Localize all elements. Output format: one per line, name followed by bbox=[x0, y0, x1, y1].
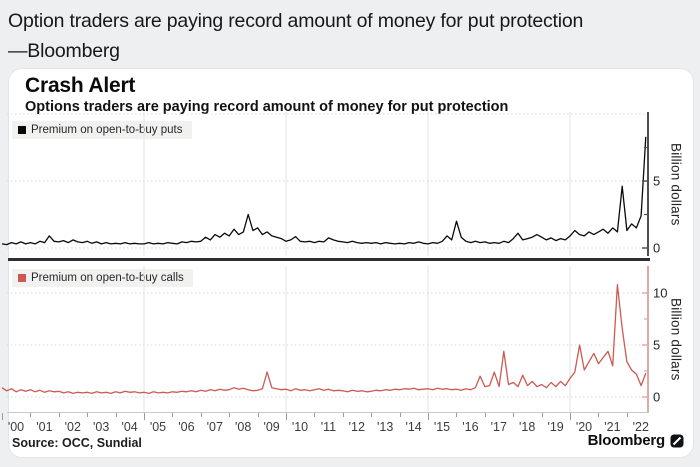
x-axis: '00 '01 '02 '03 '04 '05 '06 '07 '08 '09 '10 '11 '12 '… bbox=[0, 412, 700, 438]
x-tick bbox=[115, 413, 117, 417]
calls-ytick-label: 5 bbox=[653, 338, 660, 353]
headline-line1: Option traders are paying record amount … bbox=[8, 10, 584, 32]
x-tick bbox=[144, 413, 145, 420]
x-tick bbox=[286, 413, 287, 420]
puts-premium-chart: 05 bbox=[1, 112, 660, 256]
puts-y-axis-label: Billion dollars bbox=[668, 142, 684, 226]
puts-ytick-label: 0 bbox=[653, 241, 660, 256]
headline-line2: —Bloomberg bbox=[8, 40, 120, 63]
calls-line-series bbox=[1, 284, 647, 395]
bloomberg-terminal-logo-icon bbox=[670, 434, 684, 447]
x-tick-label: '01 bbox=[36, 420, 53, 434]
chart-subtitle: Options traders are paying record amount… bbox=[25, 99, 509, 115]
legend-puts-label: Premium on open-to-buy puts bbox=[31, 124, 183, 136]
x-tick bbox=[229, 413, 231, 417]
x-tick-label: '19 bbox=[547, 420, 564, 434]
x-tick-label: '20 bbox=[575, 420, 593, 434]
calls-ytick-label: 0 bbox=[653, 390, 660, 405]
x-tick-label: '18 bbox=[519, 420, 536, 434]
panel-divider bbox=[8, 258, 650, 261]
x-tick bbox=[626, 413, 628, 417]
calls-y-axis-label: Billion dollars bbox=[668, 297, 684, 381]
x-tick-label: '00 bbox=[7, 420, 25, 434]
x-tick-label: '21 bbox=[604, 420, 621, 434]
x-tick bbox=[513, 413, 515, 417]
x-tick-label: '06 bbox=[178, 420, 195, 434]
x-tick bbox=[314, 413, 316, 417]
calls-ytick-label: 10 bbox=[653, 286, 667, 301]
x-tick bbox=[456, 413, 458, 417]
x-tick-label: '14 bbox=[405, 420, 422, 434]
x-tick bbox=[399, 413, 401, 417]
x-tick-label: '15 bbox=[433, 420, 451, 434]
x-tick-label: '12 bbox=[348, 420, 365, 434]
page-headline: Option traders are paying record amount … bbox=[8, 6, 688, 66]
legend-calls: Premium on open-to-buy calls bbox=[12, 269, 193, 287]
x-tick-label: '10 bbox=[291, 420, 309, 434]
x-tick-label: '04 bbox=[121, 420, 138, 434]
x-tick bbox=[2, 413, 3, 420]
x-tick-label: '03 bbox=[93, 420, 110, 434]
x-tick bbox=[570, 413, 571, 420]
x-tick bbox=[87, 413, 89, 417]
x-tick-label: '09 bbox=[263, 420, 280, 434]
bloomberg-wordmark: Bloomberg bbox=[587, 432, 666, 449]
puts-line-series bbox=[1, 136, 647, 246]
chart-title: Crash Alert bbox=[25, 74, 136, 97]
x-tick bbox=[342, 413, 344, 417]
legend-calls-label: Premium on open-to-buy calls bbox=[31, 272, 184, 284]
puts-ytick-label: 5 bbox=[653, 174, 660, 189]
calls-swatch-icon bbox=[18, 274, 26, 282]
x-tick bbox=[172, 413, 174, 417]
brand-row: Bloomberg bbox=[588, 432, 684, 449]
legend-puts: Premium on open-to-buy puts bbox=[12, 121, 192, 139]
x-axis-line bbox=[7, 412, 649, 413]
x-tick bbox=[598, 413, 600, 417]
x-tick-label: '22 bbox=[632, 420, 649, 434]
x-tick-label: '07 bbox=[206, 420, 223, 434]
x-tick-label: '08 bbox=[235, 420, 252, 434]
x-tick-label: '05 bbox=[149, 420, 167, 434]
x-tick bbox=[200, 413, 202, 417]
x-tick-label: '11 bbox=[320, 420, 337, 434]
calls-premium-chart: 0 5 10 bbox=[1, 266, 667, 412]
source-attribution: Source: OCC, Sundial bbox=[12, 436, 142, 450]
x-tick bbox=[541, 413, 543, 417]
puts-swatch-icon bbox=[18, 126, 26, 134]
x-tick-label: '02 bbox=[64, 420, 81, 434]
x-tick bbox=[371, 413, 373, 417]
x-tick bbox=[30, 413, 32, 417]
x-tick bbox=[428, 413, 429, 420]
x-tick bbox=[484, 413, 486, 417]
x-tick-label: '16 bbox=[462, 420, 479, 434]
x-tick bbox=[257, 413, 259, 417]
x-tick-label: '13 bbox=[377, 420, 394, 434]
x-tick-label: '17 bbox=[490, 420, 507, 434]
x-tick bbox=[58, 413, 60, 417]
